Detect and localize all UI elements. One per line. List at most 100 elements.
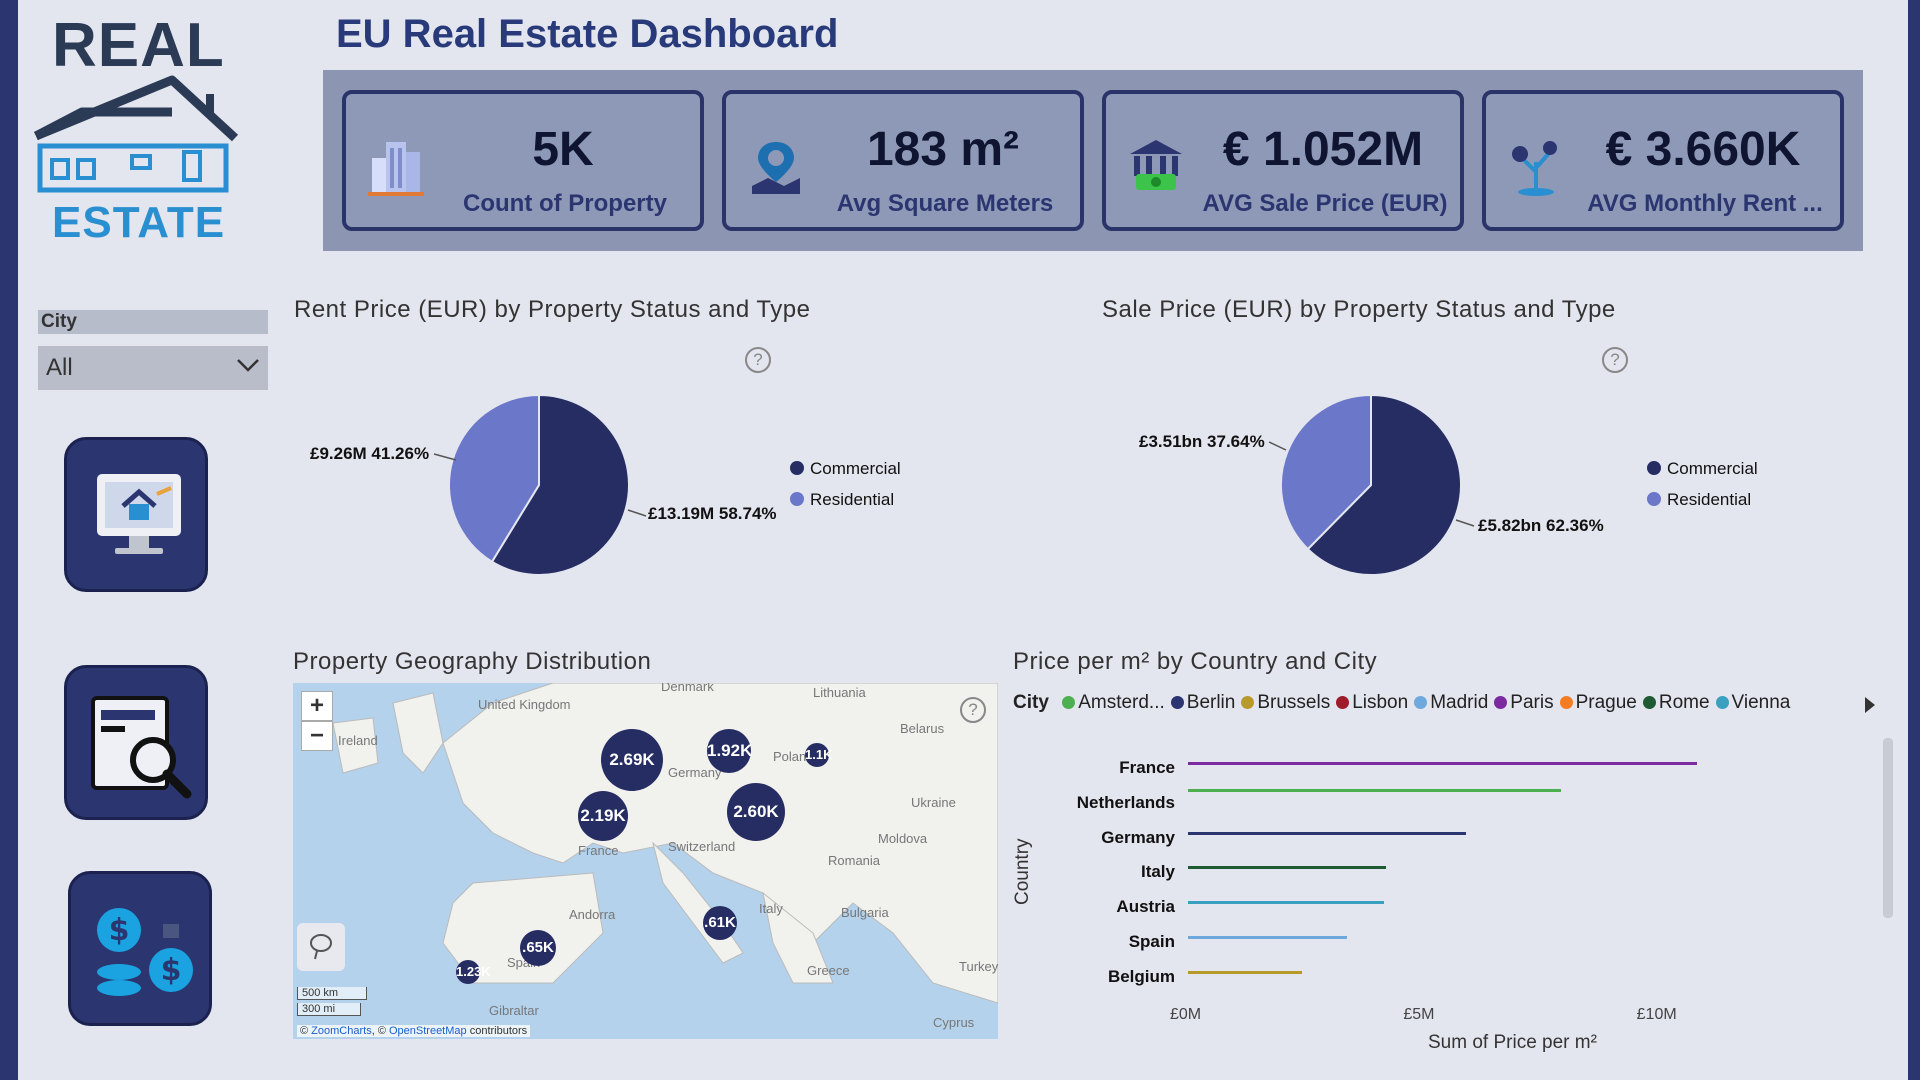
house-logo-icon — [33, 75, 239, 193]
city-slicer-dropdown[interactable]: All — [38, 346, 268, 390]
city-slicer-label: City — [38, 310, 268, 334]
city-legend-label: Prague — [1575, 692, 1637, 713]
legend-label: Commercial — [1667, 459, 1758, 478]
city-legend-item[interactable]: Berlin — [1170, 692, 1236, 713]
help-icon[interactable]: ? — [960, 697, 986, 723]
city-legend: City Amsterd... Berlin Brussels Lisbon Madri… — [1013, 692, 1796, 714]
map-bubble[interactable]: .61K — [703, 906, 737, 940]
pie-slice-commercial[interactable] — [490, 393, 630, 576]
map-bubble[interactable]: .65K — [520, 930, 556, 966]
map-bubble[interactable]: 1.23K — [456, 960, 491, 984]
kpi-band: 5K Count of Property 183 m² Avg Square M… — [323, 70, 1863, 251]
real-estate-logo: REAL ESTATE — [30, 8, 250, 248]
chevron-down-icon — [237, 359, 259, 372]
map-title: Property Geography Distribution — [293, 648, 652, 675]
bar-italy[interactable] — [1188, 866, 1387, 870]
kpi-card-monthly-rent[interactable]: € 3.660K AVG Monthly Rent ... — [1482, 90, 1844, 231]
pie-slice-residential[interactable] — [1280, 393, 1372, 551]
map-place: France — [578, 843, 619, 858]
sale-legend-residential[interactable]: Residential — [1647, 490, 1751, 510]
city-legend-label: Berlin — [1186, 692, 1236, 713]
country-label: Belgium — [1107, 966, 1175, 986]
rent-legend-commercial[interactable]: Commercial — [790, 459, 901, 479]
legend-dot — [1241, 696, 1255, 709]
map-place: Romania — [828, 853, 881, 868]
sale-legend-commercial[interactable]: Commercial — [1647, 459, 1758, 479]
map-place: Denmark — [661, 683, 714, 694]
rent-legend-residential[interactable]: Residential — [790, 490, 894, 510]
kpi-label: Count of Property — [463, 190, 667, 217]
left-accent-bar — [0, 0, 18, 1080]
map-bubble[interactable]: 1.92K — [707, 729, 752, 773]
zoom-in-button[interactable]: + — [301, 691, 333, 721]
openstreetmap-link[interactable]: OpenStreetMap — [388, 1025, 467, 1037]
europe-map[interactable]: Denmark Lithuania United Kingdom Ireland… — [293, 683, 998, 1039]
city-legend-item[interactable]: Amsterd... — [1062, 692, 1165, 713]
bank-icon — [1130, 140, 1182, 190]
sale-pie-chart — [1280, 393, 1462, 576]
legend-dot — [1647, 461, 1661, 475]
sale-pie-label-residential: £3.51bn 37.64% — [1139, 432, 1265, 451]
city-legend-item[interactable]: Vienna — [1715, 692, 1790, 713]
bar-belgium[interactable] — [1188, 970, 1303, 974]
legend-dot — [1647, 492, 1661, 506]
map-scale-mi: 300 mi — [297, 1003, 361, 1016]
kpi-card-square-meters[interactable]: 183 m² Avg Square Meters — [722, 90, 1084, 231]
city-legend-item[interactable]: Paris — [1494, 692, 1554, 713]
bar-austria[interactable] — [1188, 901, 1384, 905]
kpi-value: € 1.052M — [1222, 123, 1424, 176]
legend-dot — [1170, 696, 1184, 709]
zoomcharts-link[interactable]: ZoomCharts — [311, 1025, 372, 1037]
city-legend-label: Rome — [1658, 692, 1710, 713]
page-title: EU Real Estate Dashboard — [336, 12, 839, 56]
city-legend-item[interactable]: Prague — [1559, 692, 1637, 713]
legend-label: Residential — [810, 490, 895, 509]
zoom-out-button[interactable]: − — [301, 721, 333, 751]
map-place: Lithuania — [813, 685, 866, 700]
bar-spain[interactable] — [1188, 936, 1347, 939]
rent-pie-chart — [448, 393, 630, 576]
kpi-card-count[interactable]: 5K Count of Property — [342, 90, 704, 231]
city-legend-item[interactable]: Rome — [1642, 692, 1710, 713]
city-legend-item[interactable]: Madrid — [1414, 692, 1488, 713]
rent-pie-label-commercial: £13.19M 58.74% — [648, 504, 777, 523]
kpi-label: AVG Monthly Rent ... — [1587, 190, 1823, 217]
nav-search-button[interactable] — [64, 665, 208, 820]
map-bubble[interactable]: 1.1K — [805, 743, 832, 767]
map-bubble[interactable]: 2.19K — [578, 791, 628, 841]
country-label: Austria — [1116, 897, 1175, 917]
city-legend-item[interactable]: Lisbon — [1336, 692, 1408, 713]
kpi-card-sale-price[interactable]: € 1.052M AVG Sale Price (EUR) — [1102, 90, 1464, 231]
country-label: Italy — [1140, 862, 1175, 882]
help-icon[interactable]: ? — [745, 347, 771, 373]
map-bubble[interactable]: 2.60K — [727, 783, 785, 841]
pie-slice-residential[interactable] — [448, 393, 540, 564]
bar-france[interactable] — [1188, 762, 1697, 765]
help-icon[interactable]: ? — [1602, 347, 1628, 373]
attribution-mid: , © — [371, 1025, 386, 1037]
map-place: Moldova — [878, 831, 928, 846]
map-place: Switzerland — [668, 839, 736, 854]
city-legend-label: Madrid — [1430, 692, 1489, 713]
legend-dot — [1336, 696, 1350, 709]
rent-chart-title: Rent Price (EUR) by Property Status and … — [294, 296, 811, 323]
map-place: Ukraine — [911, 795, 956, 810]
country-label: Germany — [1101, 827, 1175, 847]
bar-germany[interactable] — [1188, 831, 1466, 835]
nav-overview-button[interactable] — [64, 437, 208, 592]
nav-finance-button[interactable]: $ $ — [68, 871, 212, 1026]
legend-dot — [1494, 696, 1508, 709]
country-label: Spain — [1128, 932, 1175, 951]
lasso-select-button[interactable] — [297, 923, 345, 971]
pie-slice-commercial[interactable] — [1306, 393, 1462, 576]
building-icon — [368, 142, 424, 196]
svg-text:$: $ — [161, 953, 182, 988]
map-place: Italy — [759, 901, 783, 916]
map-bubble[interactable]: 2.69K — [601, 729, 663, 791]
legend-next-arrow-icon[interactable] — [1863, 694, 1877, 716]
bar-netherlands[interactable] — [1188, 788, 1562, 792]
sale-pie-label-commercial: £5.82bn 62.36% — [1478, 516, 1604, 535]
x-tick-label: £5M — [1403, 1006, 1435, 1023]
chart-scrollbar[interactable] — [1883, 738, 1893, 918]
city-legend-item[interactable]: Brussels — [1241, 692, 1330, 713]
